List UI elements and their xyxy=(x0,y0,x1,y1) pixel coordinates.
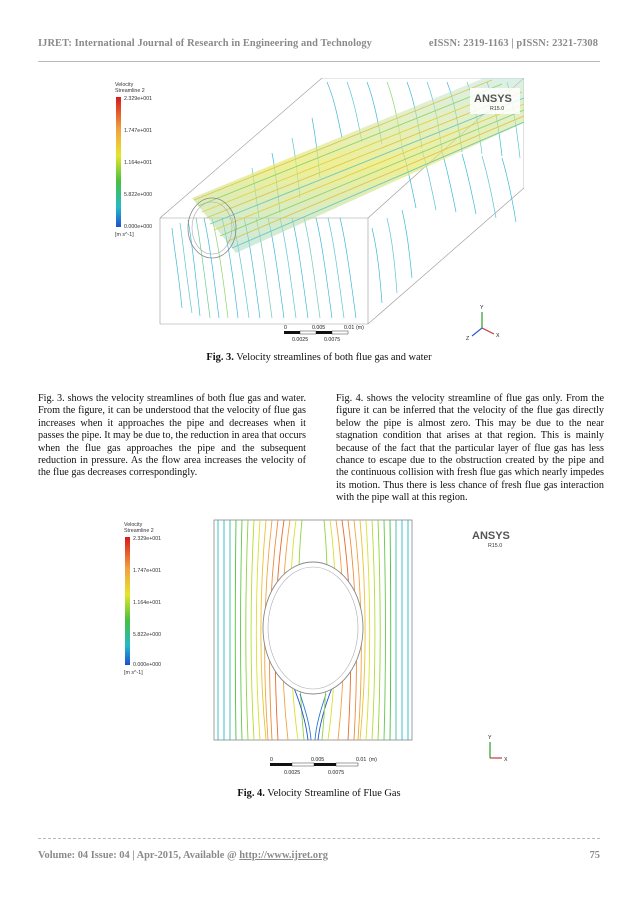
scale-bar-4: 0 0.005 0.01 (m) 0.0025 0.0075 xyxy=(270,757,377,776)
paragraph-left: Fig. 3. shows the velocity streamlines o… xyxy=(38,393,306,479)
legend-tick: 1.164e+001 xyxy=(124,160,152,166)
streamlines-4 xyxy=(217,519,409,741)
scale-label: 0 xyxy=(270,757,273,763)
legend-unit: [m s^-1] xyxy=(124,670,143,676)
figure-4-caption: Fig. 4. Velocity Streamline of Flue Gas xyxy=(0,788,638,799)
footer-volume-text: Volume: 04 Issue: 04 | Apr-2015, Availab… xyxy=(38,850,237,861)
legend-tick: 2.329e+001 xyxy=(124,96,152,102)
journal-link[interactable]: http://www.ijret.org xyxy=(239,850,328,861)
axis-label-z: Z xyxy=(466,336,470,342)
journal-issn: eISSN: 2319-1163 | pISSN: 2321-7308 xyxy=(428,38,598,49)
pipe-4 xyxy=(262,561,364,695)
caption-text: Velocity streamlines of both flue gas an… xyxy=(236,352,432,363)
figure-4-image: Velocity Streamline 2 2.329e+001 1.747e+… xyxy=(124,519,510,776)
figure-3-caption: Fig. 3. Velocity streamlines of both flu… xyxy=(0,352,638,363)
axis-label-y: Y xyxy=(488,735,492,741)
pipe-3 xyxy=(187,78,524,259)
figure-3: Velocity Streamline 2 2.329e+001 1.747e+… xyxy=(112,78,524,348)
legend-title-1: Velocity xyxy=(124,522,143,528)
caption-label: Fig. 4. xyxy=(237,788,265,799)
page-footer: Volume: 04 Issue: 04 | Apr-2015, Availab… xyxy=(38,850,600,861)
legend-tick: 1.164e+001 xyxy=(133,600,161,606)
axis-label-y: Y xyxy=(480,305,484,311)
axis-triad-4: Y X xyxy=(488,735,508,763)
scale-label: 0.005 xyxy=(311,757,324,763)
figure-4: Velocity Streamline 2 2.329e+001 1.747e+… xyxy=(118,518,522,780)
colorbar xyxy=(125,537,130,665)
footer-volume: Volume: 04 Issue: 04 | Apr-2015, Availab… xyxy=(38,850,328,861)
scale-bar-3: 0 0.005 0.01 (m) 0.0025 0.0075 xyxy=(284,325,364,343)
scale-label: 0.0025 xyxy=(292,337,308,343)
legend-title-2: Streamline 2 xyxy=(124,528,154,534)
ansys-version: R15.0 xyxy=(490,106,504,112)
ansys-logo: ANSYS xyxy=(472,530,510,542)
legend-tick: 2.329e+001 xyxy=(133,536,161,542)
legend-unit: [m s^-1] xyxy=(115,232,134,238)
scale-label: (m) xyxy=(356,325,364,331)
scale-label: 0 xyxy=(284,325,287,331)
legend-tick: 0.000e+000 xyxy=(124,224,152,230)
legend-tick: 5.822e+000 xyxy=(133,632,161,638)
paragraph-right: Fig. 4. shows the velocity streamline of… xyxy=(336,393,604,504)
domain-box xyxy=(213,519,413,741)
legend-title-1: Velocity xyxy=(115,82,134,88)
footer-rule xyxy=(38,838,600,839)
caption-text: Velocity Streamline of Flue Gas xyxy=(267,788,401,799)
scale-label: 0.0075 xyxy=(324,337,340,343)
scale-label: 0.0025 xyxy=(284,770,300,776)
axis-label-x: X xyxy=(504,757,508,763)
axis-triad-3: Y X Z xyxy=(466,305,500,342)
legend-4: Velocity Streamline 2 2.329e+001 1.747e+… xyxy=(124,522,161,676)
scale-label: 0.01 xyxy=(356,757,366,763)
legend-3: Velocity Streamline 2 2.329e+001 1.747e+… xyxy=(115,82,152,238)
caption-label: Fig. 3. xyxy=(206,352,234,363)
legend-tick: 1.747e+001 xyxy=(133,568,161,574)
header-rule xyxy=(38,61,600,62)
page-number: 75 xyxy=(589,850,600,861)
legend-title-2: Streamline 2 xyxy=(115,88,145,94)
scale-label: 0.0075 xyxy=(328,770,344,776)
journal-title: IJRET: International Journal of Research… xyxy=(38,38,372,49)
ansys-logo: ANSYS xyxy=(474,93,512,105)
axis-label-x: X xyxy=(496,333,500,339)
legend-tick: 0.000e+000 xyxy=(133,662,161,668)
figure-3-image: Velocity Streamline 2 2.329e+001 1.747e+… xyxy=(115,78,524,343)
scale-label: (m) xyxy=(369,757,377,763)
legend-tick: 5.822e+000 xyxy=(124,192,152,198)
colorbar xyxy=(116,97,121,227)
legend-tick: 1.747e+001 xyxy=(124,128,152,134)
ansys-version: R15.0 xyxy=(488,543,502,549)
scale-label: 0.01 xyxy=(344,325,354,331)
journal-header: IJRET: International Journal of Research… xyxy=(38,38,598,49)
scale-label: 0.005 xyxy=(312,325,325,331)
